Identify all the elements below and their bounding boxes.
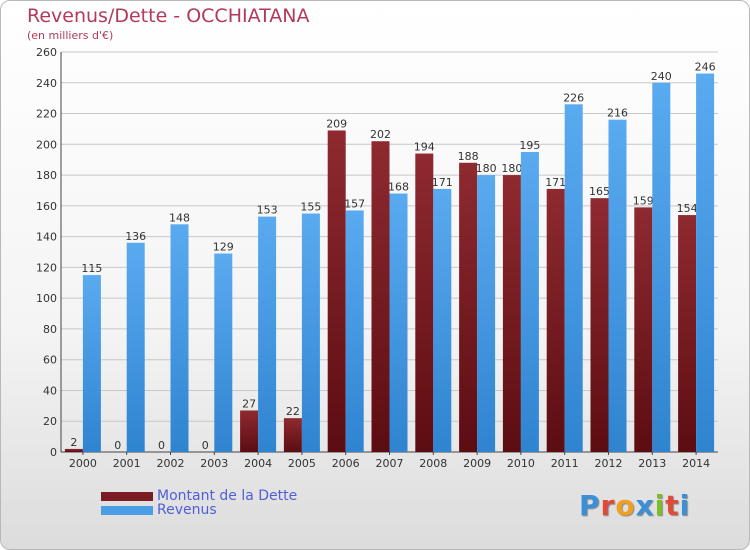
y-tick-label: 260 <box>36 46 57 59</box>
bar-revenus <box>170 224 189 452</box>
x-tick-label: 2012 <box>595 457 623 470</box>
data-label-revenus: 195 <box>519 139 540 152</box>
y-tick-label: 140 <box>36 231 57 244</box>
data-label-dette: 159 <box>633 194 654 207</box>
data-label-dette: 0 <box>158 439 165 452</box>
bar-revenus <box>520 152 539 452</box>
chart-title: Revenus/Dette - OCCHIATANA <box>27 5 310 27</box>
legend-item-dette: Montant de la Dette <box>101 488 297 504</box>
data-label-revenus: 226 <box>563 91 584 104</box>
data-label-revenus: 240 <box>651 70 672 83</box>
x-tick-label: 2000 <box>69 457 97 470</box>
y-tick-label: 0 <box>50 446 57 459</box>
data-label-dette: 0 <box>114 439 121 452</box>
legend-label-dette: Montant de la Dette <box>157 488 298 504</box>
data-label-revenus: 155 <box>300 201 321 214</box>
y-tick-label: 120 <box>36 261 57 274</box>
bar-revenus <box>389 193 408 453</box>
bar-dette <box>546 188 565 452</box>
data-label-dette: 154 <box>677 202 698 215</box>
x-tick-label: 2010 <box>507 457 535 470</box>
bar-revenus <box>214 253 233 452</box>
data-label-dette: 180 <box>501 162 522 175</box>
bar-revenus <box>608 119 627 452</box>
bar-dette <box>590 198 609 452</box>
bar-revenus <box>433 188 452 452</box>
data-label-revenus: 148 <box>169 211 190 224</box>
bar-revenus <box>345 210 364 452</box>
data-label-dette: 171 <box>545 176 566 189</box>
data-label-revenus: 168 <box>388 181 409 194</box>
data-label-revenus: 180 <box>476 162 497 175</box>
x-tick-label: 2006 <box>332 457 360 470</box>
y-tick-label: 220 <box>36 108 57 121</box>
legend-swatch-dette <box>101 491 153 501</box>
y-tick-label: 180 <box>36 169 57 182</box>
x-tick-label: 2014 <box>682 457 710 470</box>
data-label-revenus: 115 <box>81 262 102 275</box>
data-label-dette: 2 <box>70 436 77 449</box>
y-tick-label: 60 <box>43 354 57 367</box>
bar-dette <box>502 175 521 453</box>
data-label-revenus: 129 <box>213 241 234 254</box>
bar-dette <box>283 418 302 452</box>
x-tick-label: 2004 <box>244 457 272 470</box>
bar-dette <box>371 141 390 452</box>
legend-label-revenus: Revenus <box>157 502 217 518</box>
bar-dette <box>678 215 697 452</box>
data-label-dette: 209 <box>326 117 347 130</box>
y-tick-label: 20 <box>43 415 57 428</box>
chart-subtitle: (en milliers d'€) <box>27 29 114 42</box>
y-tick-label: 240 <box>36 77 57 90</box>
bar-revenus <box>652 82 671 453</box>
data-label-revenus: 171 <box>432 176 453 189</box>
data-label-revenus: 216 <box>607 107 628 120</box>
bar-dette <box>459 162 478 452</box>
legend-item-revenus: Revenus <box>101 502 217 518</box>
x-tick-label: 2009 <box>463 457 491 470</box>
y-tick-label: 80 <box>43 323 57 336</box>
y-tick-label: 160 <box>36 200 57 213</box>
x-tick-label: 2011 <box>551 457 579 470</box>
data-label-dette: 202 <box>370 128 391 141</box>
bar-revenus <box>696 73 715 453</box>
bar-revenus <box>301 213 320 452</box>
data-label-dette: 188 <box>458 150 479 163</box>
y-tick-label: 40 <box>43 384 57 397</box>
bar-revenus <box>82 275 101 452</box>
bar-dette <box>415 153 434 453</box>
y-tick-label: 200 <box>36 138 57 151</box>
legend-swatch-revenus <box>101 505 153 515</box>
bar-dette <box>634 207 653 452</box>
data-label-dette: 22 <box>286 405 300 418</box>
y-tick-label: 100 <box>36 292 57 305</box>
bar-revenus <box>477 175 496 453</box>
bar-dette <box>327 130 346 452</box>
data-label-revenus: 136 <box>125 230 146 243</box>
data-label-revenus: 153 <box>257 204 278 217</box>
data-label-dette: 0 <box>202 439 209 452</box>
bar-revenus <box>564 104 583 453</box>
proxiti-logo: Proxiti <box>579 489 691 522</box>
x-tick-label: 2008 <box>419 457 447 470</box>
data-label-revenus: 246 <box>695 61 716 74</box>
data-label-dette: 165 <box>589 185 610 198</box>
x-tick-label: 2005 <box>288 457 316 470</box>
data-label-revenus: 157 <box>344 197 365 210</box>
bar-revenus <box>258 216 277 452</box>
data-label-dette: 27 <box>242 397 256 410</box>
data-label-dette: 194 <box>414 141 435 154</box>
bar-revenus <box>126 242 145 452</box>
x-tick-label: 2013 <box>638 457 666 470</box>
bar-dette <box>64 448 83 452</box>
x-tick-label: 2007 <box>376 457 404 470</box>
x-tick-label: 2003 <box>200 457 228 470</box>
x-tick-label: 2001 <box>113 457 141 470</box>
x-tick-label: 2002 <box>157 457 185 470</box>
bar-dette <box>240 410 259 452</box>
